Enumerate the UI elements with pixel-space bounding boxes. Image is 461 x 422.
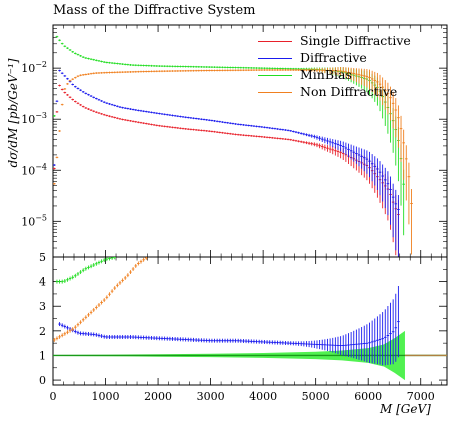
legend: Single Diffractive Diffractive MinBias N… <box>258 33 448 101</box>
x-tick-label: 7000 <box>407 390 435 403</box>
legend-item-diffractive: Diffractive <box>258 50 448 67</box>
series-diffractive <box>53 69 400 257</box>
y-tick-label: 10−3 <box>21 111 47 126</box>
ratio-series-non-diffractive <box>53 257 148 342</box>
y-axis-label: dσ/dM [pb/GeV⁻¹] <box>6 58 20 168</box>
legend-swatch <box>258 58 292 59</box>
legend-label: Single Diffractive <box>300 33 411 48</box>
x-tick-label: 6000 <box>354 390 382 403</box>
legend-item-non-diffractive: Non Diffractive <box>258 84 448 101</box>
legend-swatch <box>258 75 292 76</box>
y-tick-label: 10−5 <box>21 213 47 228</box>
y-tick-label: 10−4 <box>21 162 47 177</box>
ratio-series-diffractive <box>58 286 400 366</box>
series-single-diffractive <box>53 84 400 257</box>
ratio-y-tick-label: 0 <box>39 374 46 387</box>
ratio-panel: 0 1000 2000 3000 4000 5000 6000 7000 0 1 2 3 4 5 <box>39 25 448 403</box>
legend-item-minbias: MinBias <box>258 67 448 84</box>
ratio-y-tick-label: 2 <box>39 325 46 338</box>
legend-swatch <box>258 92 292 93</box>
ratio-y-tick-label: 4 <box>39 276 46 289</box>
ratio-series-minbias <box>55 257 117 284</box>
x-tick-label: 5000 <box>302 390 330 403</box>
x-tick-label: 3000 <box>197 390 225 403</box>
x-tick-label: 1000 <box>92 390 120 403</box>
legend-label: Diffractive <box>300 50 367 65</box>
ratio-y-tick-label: 3 <box>39 300 46 313</box>
ratio-frame <box>52 256 448 386</box>
main-panel: 10−5 10−4 10−3 10−2 <box>21 24 448 258</box>
y-tick-label: 10−2 <box>21 60 47 75</box>
legend-label: MinBias <box>300 67 352 82</box>
legend-item-single-diffractive: Single Diffractive <box>258 33 448 50</box>
x-tick-label: 2000 <box>144 390 172 403</box>
x-tick-label: 4000 <box>249 390 277 403</box>
series-non-diffractive <box>53 66 413 255</box>
legend-swatch <box>258 41 292 42</box>
x-tick-label: 0 <box>50 390 57 403</box>
ratio-y-tick-label: 5 <box>39 251 46 264</box>
chart-title: Mass of the Diffractive System <box>53 3 256 18</box>
x-axis-label: M [GeV] <box>380 402 431 416</box>
ratio-y-tick-label: 1 <box>39 349 46 362</box>
legend-label: Non Diffractive <box>300 84 398 99</box>
